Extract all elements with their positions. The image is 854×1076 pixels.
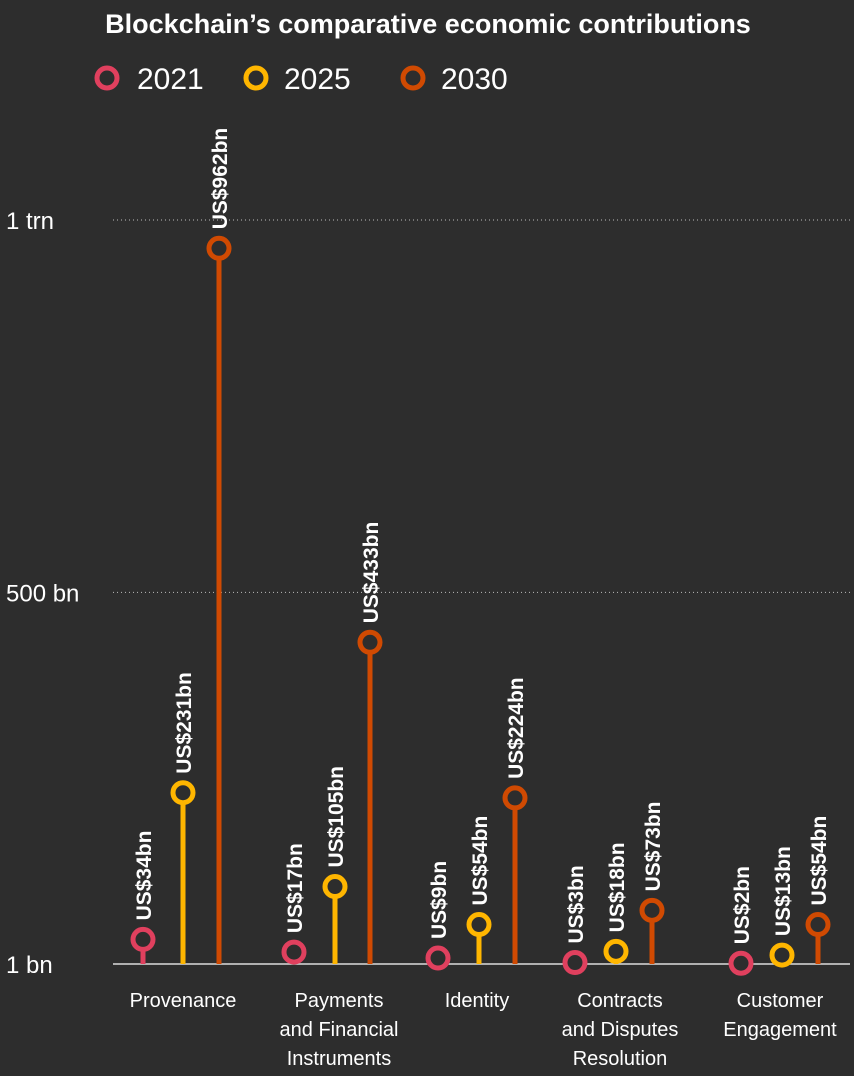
lollipop-point	[639, 897, 665, 923]
lollipop-point	[281, 939, 307, 965]
chart-title: Blockchain’s comparative economic contri…	[105, 9, 751, 39]
data-label: US$13bn	[772, 846, 795, 936]
data-label: US$73bn	[642, 802, 665, 892]
data-label: US$18bn	[606, 842, 629, 932]
y-tick-label: 500 bn	[6, 580, 79, 607]
category-label: Identity	[445, 990, 509, 1012]
category-label-line: Contracts	[577, 990, 663, 1012]
category-label-line: Identity	[445, 990, 509, 1012]
category-label: Contracts and Disputes Resolution	[562, 990, 679, 1070]
lollipop-point	[130, 926, 156, 952]
data-label: US$433bn	[360, 522, 383, 624]
category-label: Payments and Financial Instruments	[280, 990, 399, 1070]
category-label-line: Engagement	[723, 1019, 837, 1041]
y-tick-label: 1 trn	[6, 208, 54, 235]
data-label: US$17bn	[284, 843, 307, 933]
lollipop-point	[502, 785, 528, 811]
lollipop-point	[425, 945, 451, 971]
y-tick-label: 1 bn	[6, 952, 53, 979]
category-label-line: Instruments	[287, 1048, 391, 1070]
category-label: Customer Engagement	[723, 990, 837, 1041]
data-label: US$231bn	[173, 672, 196, 774]
category-label-line: and Disputes	[562, 1019, 679, 1041]
data-label: US$34bn	[133, 831, 156, 921]
data-label: US$105bn	[325, 766, 348, 868]
data-label: US$3bn	[565, 865, 588, 943]
data-label: US$54bn	[469, 816, 492, 906]
x-axis: Provenance Payments and Financial Instrumen…	[130, 990, 838, 1070]
category-label: Provenance	[130, 990, 237, 1012]
plot-area: US$34bn US$231bn US$962bn US$17bn US$105bn US…	[130, 128, 831, 976]
legend-marker-2021	[94, 65, 120, 91]
lollipop-point	[769, 942, 795, 968]
lollipop-point	[466, 912, 492, 938]
category-label-line: and Financial	[280, 1019, 399, 1041]
category-label-line: Payments	[295, 990, 384, 1012]
data-label: US$54bn	[808, 816, 831, 906]
category-label-line: Provenance	[130, 990, 237, 1012]
legend-label-2021: 2021	[137, 63, 204, 96]
data-label: US$2bn	[731, 866, 754, 944]
lollipop-point	[170, 780, 196, 806]
legend: 2021 2025 2030	[94, 63, 508, 96]
lollipop-point	[603, 938, 629, 964]
legend-marker-2030	[400, 65, 426, 91]
y-axis: 1 bn 500 bn 1 trn	[6, 208, 850, 979]
lollipop-point	[322, 874, 348, 900]
category-label-line: Resolution	[573, 1048, 668, 1070]
lollipop-point	[357, 629, 383, 655]
data-label: US$962bn	[209, 128, 232, 230]
data-label: US$224bn	[505, 677, 528, 779]
legend-marker-2025	[243, 65, 269, 91]
data-label: US$9bn	[428, 861, 451, 939]
legend-label-2025: 2025	[284, 63, 351, 96]
lollipop-point	[562, 950, 588, 976]
lollipop-point	[805, 912, 831, 938]
legend-label-2030: 2030	[441, 63, 508, 96]
category-label-line: Customer	[737, 990, 824, 1012]
lollipop-point	[728, 950, 754, 976]
lollipop-point	[206, 235, 232, 261]
